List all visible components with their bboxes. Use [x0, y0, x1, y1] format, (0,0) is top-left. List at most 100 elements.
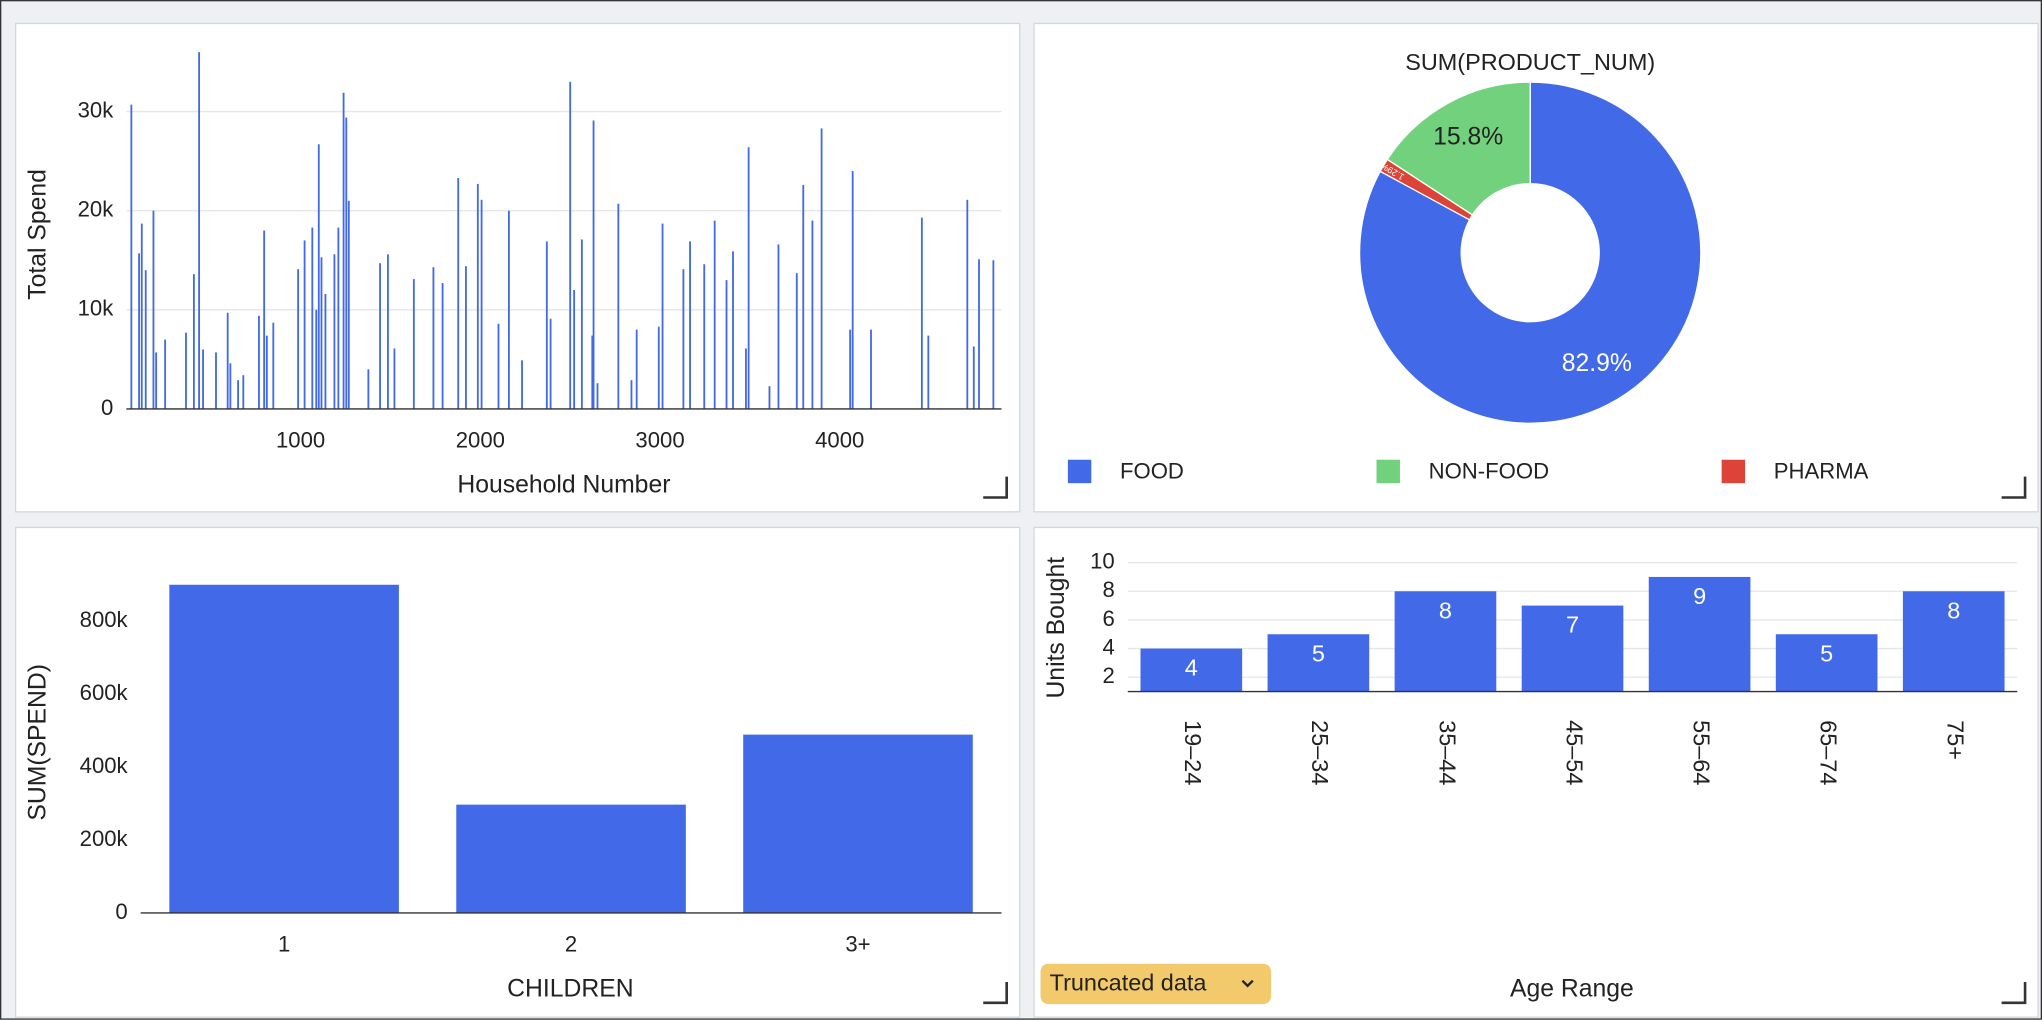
y-tick-label: 10: [1090, 548, 1115, 573]
bar: [324, 293, 327, 409]
x-axis-label: CHILDREN: [507, 975, 633, 1002]
bar: [144, 270, 147, 409]
bar: [202, 349, 204, 409]
bar: [465, 266, 467, 409]
y-tick-label: 20k: [78, 197, 115, 222]
bar: [573, 289, 576, 409]
chevron[interactable]: [1241, 979, 1254, 988]
bar: [747, 147, 750, 409]
bar: [258, 315, 260, 409]
bar: [315, 309, 318, 409]
button-label[interactable]: Truncated data: [1050, 970, 1208, 996]
bar: [795, 273, 798, 409]
bar: [367, 369, 370, 409]
bar: [164, 339, 167, 409]
x-tick-label: 1: [278, 931, 290, 956]
bar: [155, 352, 158, 409]
data-label: 8: [1947, 597, 1960, 623]
bar: [303, 240, 306, 409]
bar: [992, 260, 995, 409]
bar: [617, 203, 620, 409]
resize-handle[interactable]: [2001, 476, 2027, 499]
bar: [169, 584, 399, 913]
legend-swatch: [1067, 459, 1092, 484]
bar: [152, 210, 155, 409]
bar: [927, 335, 930, 409]
bar: [457, 177, 460, 409]
data-label: 15.8%: [1433, 124, 1503, 151]
bar: [966, 199, 969, 409]
bar: [140, 223, 143, 409]
bar: [198, 52, 201, 409]
y-tick-label: 0: [101, 395, 113, 420]
bar: [972, 346, 975, 409]
bar: [820, 128, 823, 409]
bar: [333, 254, 336, 409]
bar: [630, 380, 633, 409]
y-tick-label: 10k: [78, 296, 115, 321]
bar: [138, 253, 140, 409]
bar: [521, 360, 523, 409]
data-label: 5: [1312, 640, 1325, 666]
legend-label: NON-FOOD: [1429, 459, 1549, 484]
bar: [229, 363, 232, 409]
x-tick-label: 2: [565, 931, 577, 956]
y-tick-label: 800k: [80, 607, 129, 632]
bar: [345, 117, 348, 409]
y-tick-label: 600k: [80, 680, 129, 705]
y-tick-label: 8: [1102, 577, 1114, 602]
bar: [265, 335, 268, 409]
chart-title: SUM(PRODUCT_NUM): [1405, 49, 1655, 75]
bar: [379, 263, 381, 409]
bar: [342, 92, 345, 409]
bar: [432, 267, 435, 409]
bar: [849, 329, 852, 409]
bar: [661, 223, 664, 409]
bar: [1394, 591, 1497, 692]
resize-handle[interactable]: [2001, 981, 2027, 1005]
y-axis-label: Total Spend: [25, 169, 52, 300]
bar: [713, 220, 716, 409]
bar: [592, 120, 595, 409]
legend-label: FOOD: [1120, 459, 1184, 484]
legend-swatch: [1376, 459, 1400, 484]
bar: [237, 380, 240, 409]
bar: [441, 283, 444, 409]
data-label: 82.9%: [1562, 350, 1632, 377]
bar: [393, 348, 396, 409]
bar: [337, 227, 340, 409]
resize-handle[interactable]: [983, 476, 1008, 499]
data-label: 7: [1566, 612, 1579, 638]
bar: [689, 241, 691, 409]
bar: [768, 386, 771, 409]
bar: [272, 322, 275, 409]
bar: [497, 323, 500, 409]
bar: [811, 220, 814, 409]
data-label: 4: [1185, 655, 1198, 681]
resize-handles: [983, 476, 2027, 1005]
legend-swatch: [1721, 459, 1746, 484]
bar: [725, 280, 728, 409]
bar: [743, 734, 973, 913]
bar: [476, 183, 479, 409]
bar: [732, 251, 734, 409]
bar: [185, 332, 187, 409]
bar: [130, 104, 133, 409]
slice: [1358, 81, 1702, 424]
x-tick-label: 75+: [1943, 720, 1969, 760]
truncated-button[interactable]: Truncated data: [1040, 963, 1272, 1005]
bar: [192, 274, 195, 409]
y-tick-label: 4: [1102, 634, 1114, 659]
data-label: 8: [1439, 597, 1452, 623]
resize-handle[interactable]: [983, 981, 1008, 1005]
button-bg[interactable]: [1040, 963, 1272, 1005]
bar: [978, 259, 980, 409]
bar: [635, 329, 638, 409]
x-tick-label: 2000: [456, 427, 505, 452]
y-tick-label: 200k: [80, 826, 129, 851]
bar: [591, 335, 594, 409]
y-tick-label: 6: [1102, 606, 1114, 631]
y-tick-label: 2: [1102, 663, 1114, 688]
